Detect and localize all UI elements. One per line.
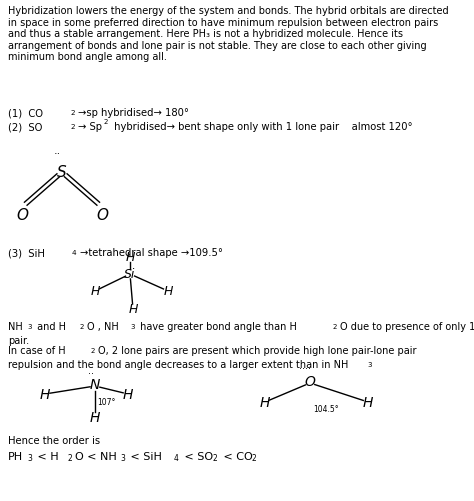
Text: ··: ··	[88, 368, 94, 378]
Text: H: H	[40, 387, 50, 401]
Text: repulsion and the bond angle decreases to a larger extent than in NH: repulsion and the bond angle decreases t…	[8, 359, 348, 369]
Text: 2: 2	[70, 110, 74, 116]
Text: 2: 2	[70, 124, 74, 130]
Text: 104.5°: 104.5°	[313, 404, 338, 413]
Text: (1)  CO: (1) CO	[8, 108, 43, 118]
Text: → Sp: → Sp	[78, 122, 102, 132]
Text: 2: 2	[104, 119, 109, 125]
Text: 2: 2	[91, 347, 95, 353]
Text: 4: 4	[174, 453, 179, 462]
Text: H: H	[260, 395, 270, 409]
Text: (2)  SO: (2) SO	[8, 122, 42, 132]
Text: < H: < H	[34, 451, 59, 461]
Text: 2: 2	[333, 323, 337, 329]
Text: pair.: pair.	[8, 335, 29, 345]
Text: 3: 3	[120, 453, 125, 462]
Text: (3)  SiH: (3) SiH	[8, 247, 45, 258]
Text: O, 2 lone pairs are present which provide high lone pair-lone pair: O, 2 lone pairs are present which provid…	[98, 345, 417, 355]
Text: S: S	[57, 165, 67, 180]
Text: 3: 3	[27, 323, 31, 329]
Text: 107°: 107°	[97, 397, 115, 406]
Text: H: H	[90, 410, 100, 424]
Text: ····: ····	[299, 363, 311, 373]
Text: In case of H: In case of H	[8, 345, 65, 355]
Text: 3: 3	[367, 361, 372, 367]
Text: H: H	[91, 285, 100, 298]
Text: < SiH: < SiH	[127, 451, 162, 461]
Text: 3: 3	[130, 323, 135, 329]
Text: hybridised→ bent shape only with 1 lone pair    almost 120°: hybridised→ bent shape only with 1 lone …	[111, 122, 413, 132]
Text: H: H	[123, 387, 133, 401]
Text: Si: Si	[124, 268, 136, 281]
Text: O: O	[96, 207, 108, 222]
Text: Hence the order is: Hence the order is	[8, 435, 100, 445]
Text: H: H	[128, 303, 137, 316]
Text: N: N	[90, 377, 100, 391]
Text: H: H	[125, 251, 135, 264]
Text: O: O	[16, 207, 28, 222]
Text: < CO: < CO	[220, 451, 253, 461]
Text: O: O	[305, 374, 315, 388]
Text: →tetrahedral shape →109.5°: →tetrahedral shape →109.5°	[80, 247, 223, 258]
Text: 3: 3	[27, 453, 32, 462]
Text: < SO: < SO	[181, 451, 213, 461]
Text: H: H	[164, 285, 173, 298]
Text: H: H	[363, 395, 373, 409]
Text: O < NH: O < NH	[75, 451, 117, 461]
Text: 2: 2	[213, 453, 218, 462]
Text: →sp hybridised→ 180°: →sp hybridised→ 180°	[78, 108, 189, 118]
Text: O , NH: O , NH	[87, 321, 119, 331]
Text: 4: 4	[72, 249, 77, 256]
Text: PH: PH	[8, 451, 23, 461]
Text: O due to presence of only 1 lone: O due to presence of only 1 lone	[340, 321, 474, 331]
Text: 2: 2	[68, 453, 73, 462]
Text: 2: 2	[252, 453, 257, 462]
Text: Hybridization lowers the energy of the system and bonds. The hybrid orbitals are: Hybridization lowers the energy of the s…	[8, 6, 448, 62]
Text: NH: NH	[8, 321, 23, 331]
Text: and H: and H	[34, 321, 66, 331]
Text: ··: ··	[54, 149, 61, 159]
Text: have greater bond angle than H: have greater bond angle than H	[137, 321, 297, 331]
Text: 2: 2	[80, 323, 84, 329]
